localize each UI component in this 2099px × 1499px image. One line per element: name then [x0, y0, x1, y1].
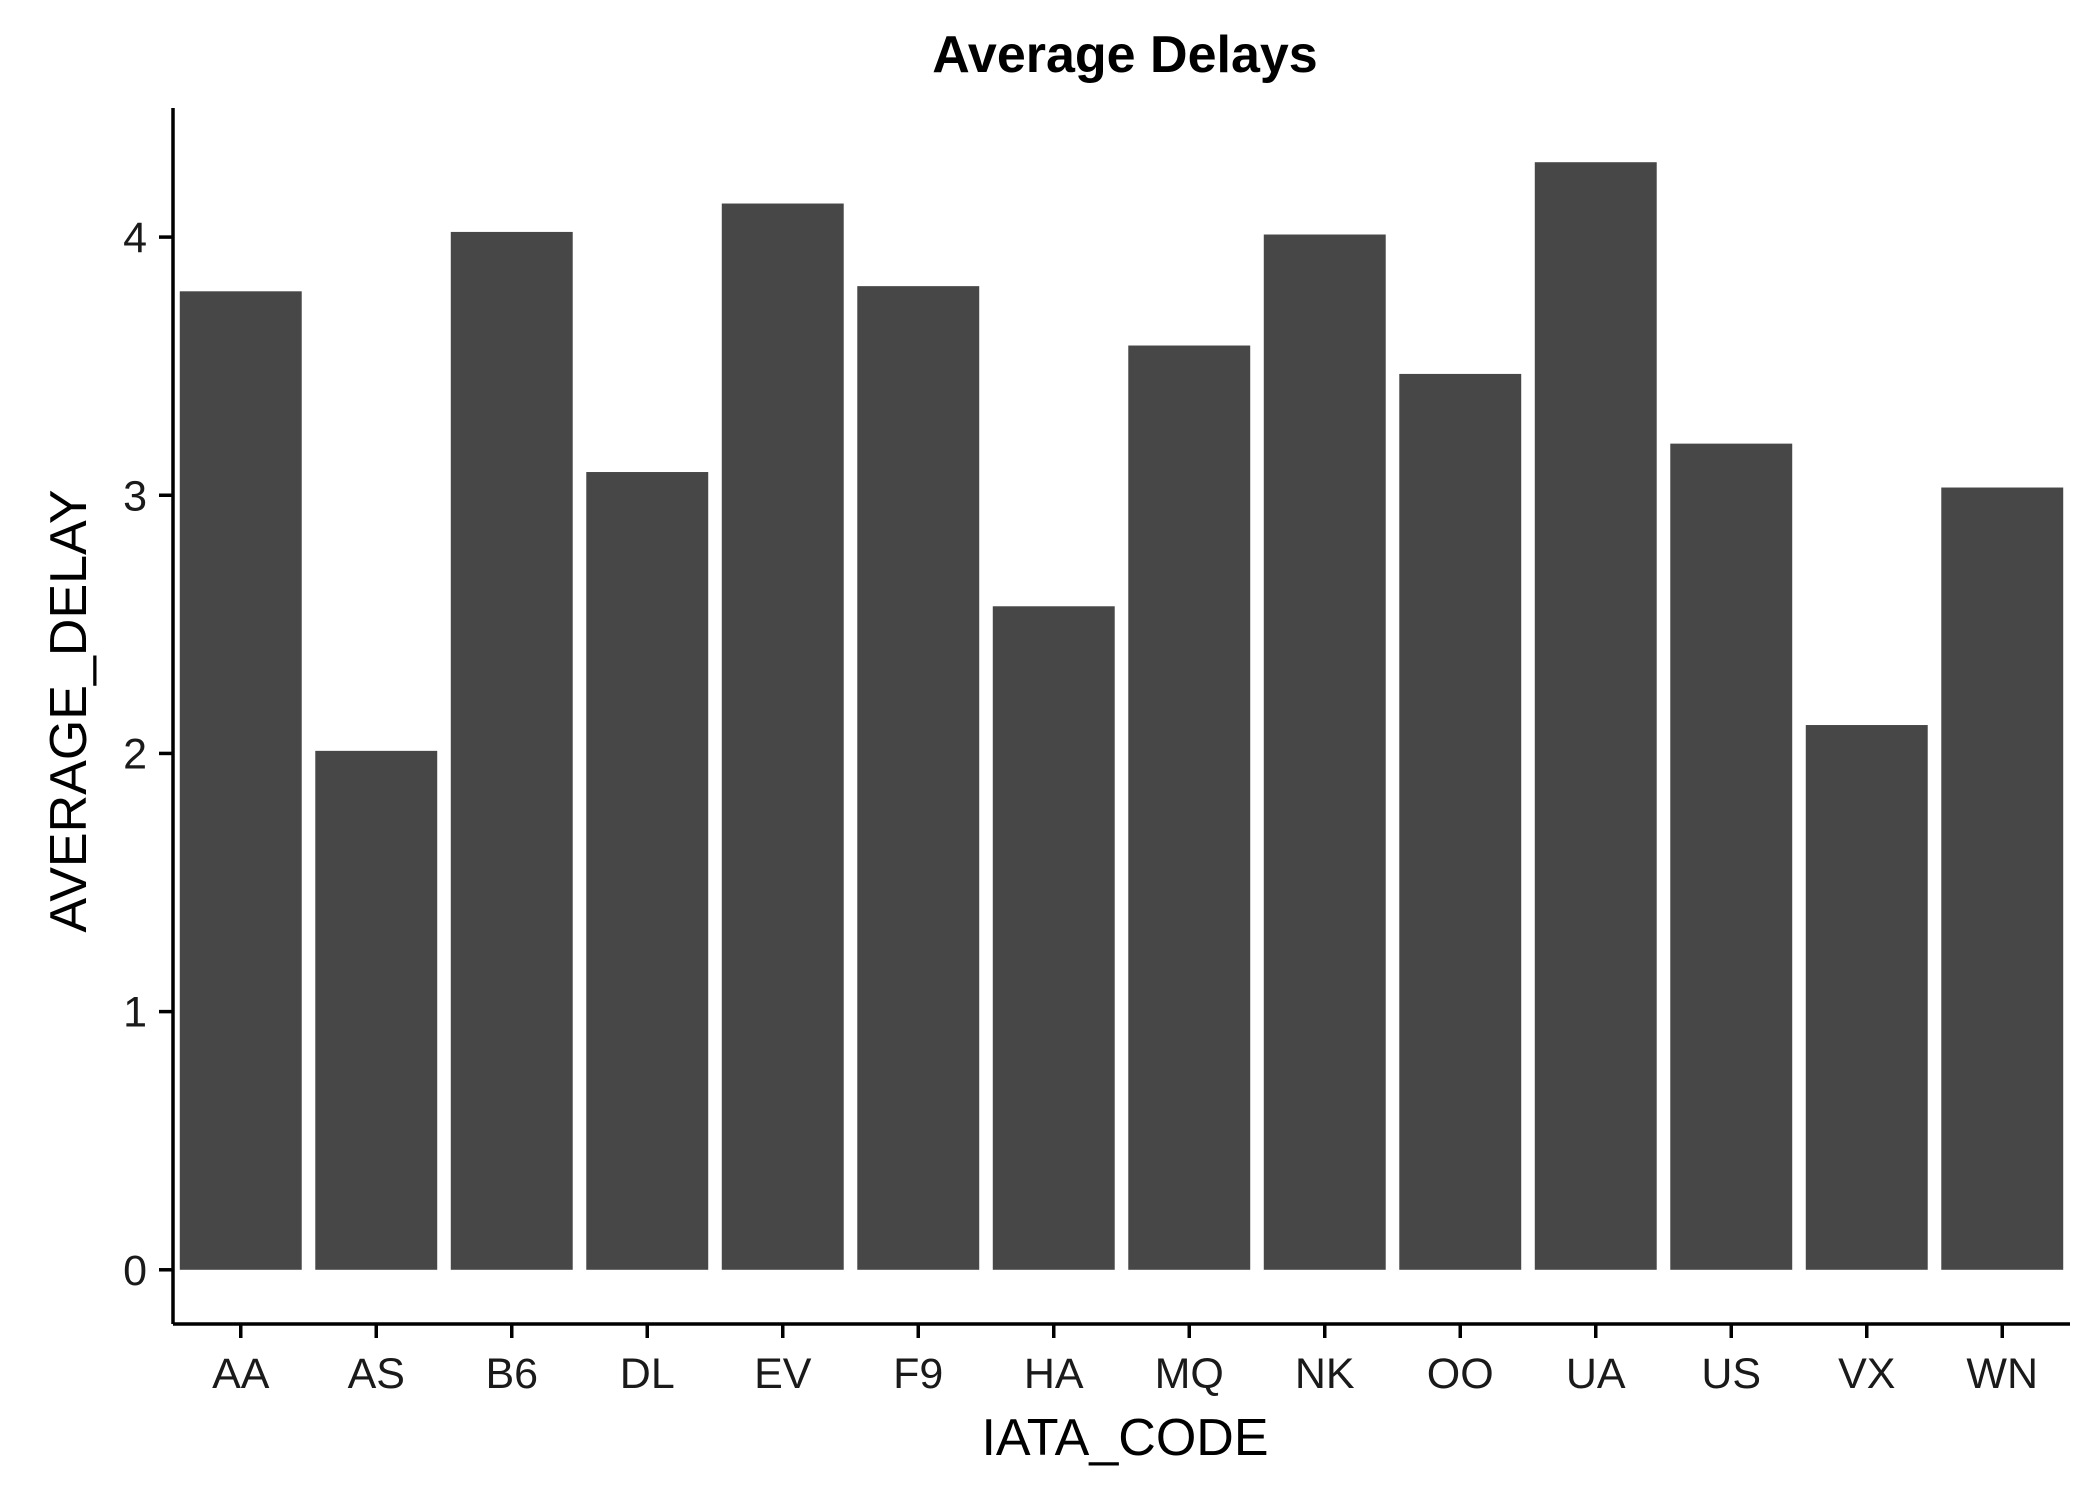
y-tick-label-4: 4 [123, 214, 147, 262]
y-tick-label-3: 3 [123, 472, 147, 520]
bar-oo [1399, 373, 1522, 1270]
x-tick-label-dl: DL [620, 1350, 675, 1398]
x-tick-label-ua: UA [1566, 1350, 1626, 1398]
bar-ev [721, 203, 844, 1270]
x-tick-label-vx: VX [1838, 1350, 1895, 1398]
x-axis-title: IATA_CODE [981, 1409, 1268, 1467]
x-tick-label-nk: NK [1295, 1350, 1355, 1398]
x-tick-label-oo: OO [1427, 1350, 1494, 1398]
bar-mq [1128, 345, 1251, 1270]
bar-wn [1941, 487, 2064, 1270]
x-tick-label-b6: B6 [485, 1350, 538, 1398]
bar-ua [1534, 162, 1657, 1270]
y-tick-label-2: 2 [123, 730, 147, 778]
x-tick-label-as: AS [348, 1350, 405, 1398]
bar-dl [586, 472, 709, 1270]
x-tick-label-us: US [1701, 1350, 1761, 1398]
y-tick-label-1: 1 [123, 989, 147, 1037]
bar-nk [1263, 234, 1386, 1270]
x-tick-label-ev: EV [754, 1350, 812, 1398]
bar-aa [179, 291, 302, 1270]
bar-us [1670, 443, 1793, 1270]
y-axis-title: AVERAGE_DELAY [40, 489, 98, 932]
x-tick-label-aa: AA [212, 1350, 270, 1398]
x-tick-label-f9: F9 [893, 1350, 943, 1398]
x-tick-label-ha: HA [1024, 1350, 1084, 1398]
y-tick-label-0: 0 [123, 1247, 147, 1295]
bar-vx [1805, 725, 1928, 1270]
y-axis: 0 1 2 3 4 [123, 108, 175, 1324]
bar-b6 [450, 231, 573, 1270]
bar-ha [992, 606, 1115, 1270]
x-tick-label-wn: WN [1966, 1350, 2038, 1398]
chart-title: Average Delays [932, 26, 1317, 84]
x-axis: AA AS B6 DL EV F9 HA MQ NK OO UA US VX WN [173, 1322, 2070, 1398]
x-tick-label-mq: MQ [1155, 1350, 1224, 1398]
bar-as [315, 750, 438, 1270]
bars-group [179, 162, 2064, 1270]
bar-f9 [857, 286, 980, 1270]
